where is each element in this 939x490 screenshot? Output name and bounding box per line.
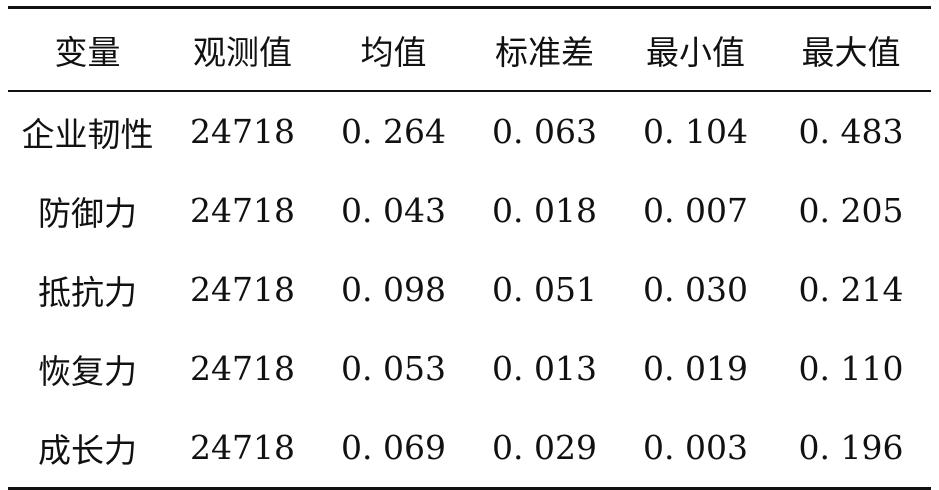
- cell-max: 0. 205: [798, 191, 904, 230]
- table-body: 企业韧性 24718 0. 264 0. 063 0. 104 0. 483 防…: [8, 91, 931, 489]
- cell-mean: 0. 069: [341, 428, 446, 467]
- cell-observations: 24718: [190, 112, 295, 151]
- cell-min: 0. 003: [643, 428, 748, 467]
- table-row: 抵抗力 24718 0. 098 0. 051 0. 030 0. 214: [8, 250, 931, 329]
- table-row: 企业韧性 24718 0. 264 0. 063 0. 104 0. 483: [8, 91, 931, 171]
- cell-std-dev: 0. 063: [492, 112, 597, 151]
- cell-max: 0. 214: [798, 270, 904, 309]
- cell-variable: 成长力: [38, 430, 137, 470]
- descriptive-statistics-table: 变量 观测值 均值 标准差 最小值 最大值 企业韧性 24718 0. 264 …: [8, 6, 931, 490]
- header-std-dev: 标准差: [495, 32, 594, 72]
- cell-observations: 24718: [190, 428, 295, 467]
- cell-min: 0. 104: [643, 112, 748, 151]
- table-row: 恢复力 24718 0. 053 0. 013 0. 019 0. 110: [8, 329, 931, 408]
- cell-min: 0. 007: [643, 191, 748, 230]
- header-variable: 变量: [54, 32, 121, 72]
- cell-max: 0. 110: [798, 349, 904, 388]
- cell-std-dev: 0. 029: [492, 428, 597, 467]
- header-max: 最大值: [801, 32, 901, 72]
- descriptive-statistics-table-wrapper: 变量 观测值 均值 标准差 最小值 最大值 企业韧性 24718 0. 264 …: [8, 6, 931, 490]
- cell-variable: 恢复力: [38, 351, 137, 391]
- cell-observations: 24718: [190, 349, 295, 388]
- table-row: 成长力 24718 0. 069 0. 029 0. 003 0. 196: [8, 408, 931, 489]
- cell-observations: 24718: [190, 191, 295, 230]
- cell-std-dev: 0. 013: [492, 349, 597, 388]
- header-row: 变量 观测值 均值 标准差 最小值 最大值: [8, 7, 931, 91]
- cell-max: 0. 483: [798, 112, 904, 151]
- cell-min: 0. 019: [643, 349, 748, 388]
- cell-min: 0. 030: [643, 270, 748, 309]
- table-header: 变量 观测值 均值 标准差 最小值 最大值: [8, 7, 931, 91]
- header-mean: 均值: [360, 32, 427, 72]
- table-row: 防御力 24718 0. 043 0. 018 0. 007 0. 205: [8, 171, 931, 250]
- cell-variable: 防御力: [38, 193, 137, 233]
- cell-mean: 0. 098: [341, 270, 446, 309]
- header-observations: 观测值: [193, 32, 292, 72]
- cell-mean: 0. 264: [341, 112, 446, 151]
- cell-variable: 抵抗力: [38, 272, 137, 312]
- cell-std-dev: 0. 051: [492, 270, 597, 309]
- cell-variable: 企业韧性: [21, 114, 154, 154]
- cell-max: 0. 196: [798, 428, 904, 467]
- header-min: 最小值: [646, 32, 745, 72]
- cell-observations: 24718: [190, 270, 295, 309]
- cell-mean: 0. 043: [341, 191, 446, 230]
- cell-std-dev: 0. 018: [492, 191, 597, 230]
- cell-mean: 0. 053: [341, 349, 446, 388]
